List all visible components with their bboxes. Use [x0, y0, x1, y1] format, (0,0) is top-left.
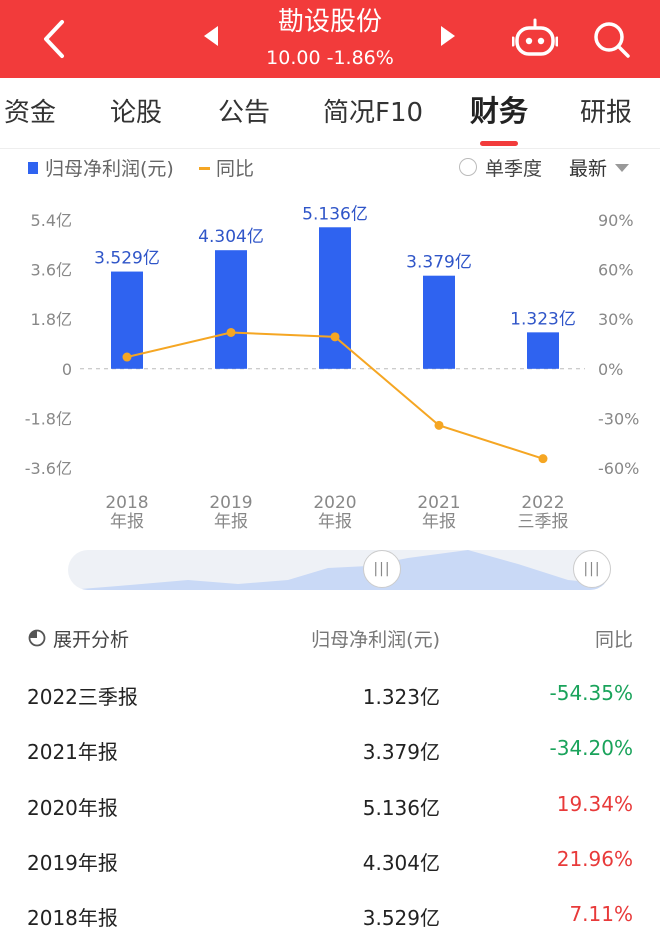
- bar-data-label: 1.323亿: [510, 309, 576, 329]
- right-axis-tick: 30%: [598, 310, 634, 329]
- slider-preview: [68, 550, 610, 590]
- bar-data-label: 3.529亿: [94, 249, 160, 269]
- row-period: 2021年报: [27, 740, 118, 764]
- bar-legend-swatch: [28, 162, 38, 174]
- prev-stock-icon[interactable]: [204, 26, 218, 46]
- right-axis-tick: -30%: [598, 409, 639, 428]
- bar-data-label: 5.136亿: [302, 204, 368, 224]
- table-row[interactable]: 2020年报 5.136亿 19.34%: [0, 786, 660, 826]
- x-axis-tick-type: 年报: [214, 512, 248, 532]
- profit-bar: [215, 250, 247, 369]
- left-axis-tick: 3.6亿: [31, 261, 72, 280]
- next-stock-icon[interactable]: [441, 26, 455, 46]
- x-axis-tick-year: 2018: [105, 493, 148, 513]
- right-axis-tick: -60%: [598, 459, 639, 478]
- row-yoy: 21.96%: [556, 847, 633, 871]
- x-axis-tick-year: 2021: [417, 493, 460, 513]
- back-arrow-icon[interactable]: [36, 14, 76, 64]
- stock-name: 勘设股份: [277, 7, 382, 37]
- slider-handle-left[interactable]: |||: [363, 550, 401, 588]
- left-axis-tick: -1.8亿: [25, 409, 72, 428]
- table-row[interactable]: 2018年报 3.529亿 7.11%: [0, 896, 660, 936]
- yoy-point: [434, 420, 444, 430]
- profit-chart: 5.4亿 3.6亿 1.8亿 0 -1.8亿 -3.6亿 90% 60% 30% 0% -30% -6…: [25, 204, 640, 532]
- row-period: 2020年报: [27, 796, 118, 820]
- x-axis-tick-type: 年报: [318, 512, 352, 532]
- active-tab-indicator: [480, 141, 518, 146]
- tab-discussion[interactable]: 论股: [110, 98, 163, 128]
- slider-handle-right[interactable]: |||: [573, 550, 611, 588]
- row-yoy: -34.20%: [549, 736, 633, 760]
- row-yoy: 19.34%: [556, 792, 633, 816]
- expand-analysis-link[interactable]: 展开分析: [53, 629, 130, 651]
- x-axis-tick-type: 年报: [422, 512, 456, 532]
- yoy-point: [226, 327, 236, 337]
- row-profit: 1.323亿: [362, 685, 440, 709]
- table-header: 展开分析 归母净利润(元) 同比: [0, 622, 660, 656]
- x-axis-tick-type: 年报: [110, 512, 144, 532]
- x-axis-tick-year: 2020: [313, 493, 356, 513]
- right-axis-tick: 0%: [598, 360, 623, 379]
- table-row[interactable]: 2022三季报 1.323亿 -54.35%: [0, 675, 660, 715]
- line-legend-label: 同比: [216, 158, 255, 180]
- row-profit: 3.529亿: [362, 906, 440, 930]
- robot-assistant-icon[interactable]: [511, 18, 559, 60]
- line-legend-swatch: [199, 167, 210, 170]
- row-profit: 3.379亿: [362, 740, 440, 764]
- col-header-profit: 归母净利润(元): [311, 629, 440, 651]
- top-header: 勘设股份 10.00 -1.86%: [0, 0, 660, 78]
- bar-legend-label: 归母净利润(元): [45, 158, 174, 180]
- x-axis-tick-year: 2022: [521, 493, 564, 513]
- left-axis-tick: 0: [62, 360, 72, 379]
- search-icon[interactable]: [590, 18, 632, 60]
- yoy-point: [538, 454, 548, 464]
- price-change: 10.00 -1.86%: [266, 47, 394, 69]
- yoy-point: [122, 352, 132, 362]
- col-header-yoy: 同比: [594, 629, 633, 651]
- row-period: 2018年报: [27, 906, 118, 930]
- row-profit: 5.136亿: [362, 796, 440, 820]
- tab-funds[interactable]: 资金: [4, 98, 57, 128]
- row-yoy: 7.11%: [569, 902, 633, 926]
- pie-chart-icon: [28, 629, 46, 647]
- single-quarter-label[interactable]: 单季度: [485, 158, 543, 180]
- tab-research[interactable]: 研报: [580, 98, 633, 128]
- tab-finance[interactable]: 财务: [470, 94, 529, 128]
- range-slider-track[interactable]: [68, 550, 610, 590]
- chevron-down-icon[interactable]: [615, 164, 629, 172]
- row-yoy: -54.35%: [549, 681, 633, 705]
- right-axis-tick: 60%: [598, 261, 634, 280]
- tab-f10[interactable]: 简况F10: [323, 98, 424, 128]
- tab-announcements[interactable]: 公告: [218, 98, 271, 128]
- single-quarter-radio[interactable]: [459, 158, 477, 176]
- bar-data-label: 4.304亿: [198, 227, 264, 247]
- right-axis-tick: 90%: [598, 211, 634, 230]
- profit-bar: [527, 332, 559, 369]
- sort-dropdown[interactable]: 最新: [569, 158, 608, 180]
- chart-legend: 归母净利润(元) 同比 单季度 最新: [0, 152, 660, 184]
- profit-bar: [423, 275, 455, 369]
- table-row[interactable]: 2021年报 3.379亿 -34.20%: [0, 730, 660, 770]
- yoy-point: [330, 332, 340, 342]
- row-period: 2019年报: [27, 851, 118, 875]
- left-axis-tick: 5.4亿: [31, 211, 72, 230]
- tab-bar: 资金 论股 公告 简况F10 财务 研报: [0, 78, 660, 149]
- table-row[interactable]: 2019年报 4.304亿 21.96%: [0, 841, 660, 881]
- x-axis-tick-type: 三季报: [518, 512, 569, 532]
- row-period: 2022三季报: [27, 685, 138, 709]
- row-profit: 4.304亿: [362, 851, 440, 875]
- left-axis-tick: 1.8亿: [31, 310, 72, 329]
- left-axis-tick: -3.6亿: [25, 459, 72, 478]
- x-axis-tick-year: 2019: [209, 493, 252, 513]
- bar-data-label: 3.379亿: [406, 253, 472, 273]
